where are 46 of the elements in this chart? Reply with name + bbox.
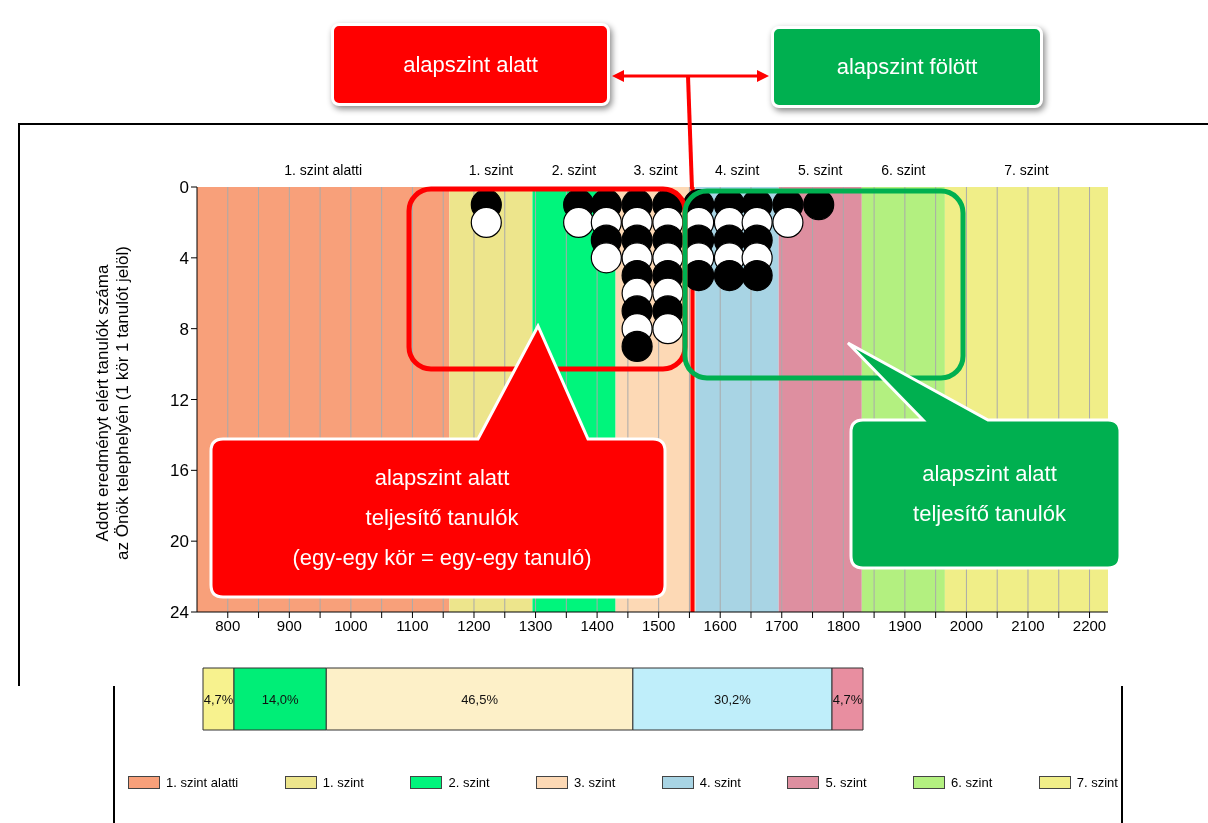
data-label: 4,7% bbox=[203, 691, 234, 707]
y-tick-label: 8 bbox=[179, 319, 189, 339]
legend-label: 2. szint bbox=[448, 775, 490, 790]
annotation: alapszint alatt teljesítő tanulók (egy-egy kör = egy-egy tanuló) bbox=[291, 464, 593, 572]
x-tick-label: 900 bbox=[276, 616, 302, 634]
data-label: 4,7% bbox=[832, 691, 863, 707]
x-tick-label: 1400 bbox=[580, 616, 614, 634]
y-tick-label: 12 bbox=[170, 390, 189, 410]
x-tick-label: 1000 bbox=[334, 616, 368, 634]
y-tick-label: 4 bbox=[179, 248, 189, 268]
x-tick-label: 1800 bbox=[826, 616, 861, 634]
x-tick-label: 1900 bbox=[888, 616, 922, 634]
y-tick-label: 0 bbox=[179, 178, 189, 198]
legend-label: 6. szint bbox=[951, 775, 993, 790]
annotation: alapszint alatt teljesítő tanulók bbox=[912, 460, 1067, 528]
legend-label: 3. szint bbox=[574, 775, 616, 790]
text: 5. szint bbox=[798, 162, 843, 178]
x-tick-label: 2000 bbox=[949, 616, 984, 634]
legend-label: 7. szint bbox=[1076, 775, 1118, 790]
legend-label: 4. szint bbox=[699, 775, 741, 790]
text: 7. szint bbox=[1004, 162, 1049, 178]
x-tick-label: 2200 bbox=[1072, 616, 1107, 634]
text: 1. szint bbox=[468, 162, 514, 178]
y-tick-label: 20 bbox=[170, 532, 189, 552]
x-tick-label: 1500 bbox=[641, 616, 676, 634]
x-tick-label: 2100 bbox=[1011, 616, 1045, 634]
legend-label: 5. szint bbox=[825, 775, 867, 790]
x-tick-label: 1700 bbox=[765, 616, 799, 634]
text: 1. szint alatti bbox=[284, 162, 363, 178]
text: 3. szint bbox=[633, 162, 678, 178]
y-tick-label: 16 bbox=[170, 461, 189, 481]
y-axis-title: Adott eredményt elért tanulók száma az Önök telephelyén (1 kör 1 tanulót jelöl) bbox=[93, 245, 133, 562]
text: 4. szint bbox=[714, 162, 760, 178]
legend-label: 1. szint bbox=[322, 775, 364, 790]
data-label: 46,5% bbox=[461, 691, 499, 707]
y-tick-label: 24 bbox=[170, 603, 189, 623]
legend-label: 1. szint alatti bbox=[166, 775, 239, 790]
x-tick-label: 1600 bbox=[703, 616, 737, 634]
x-tick-label: 1300 bbox=[518, 616, 553, 634]
x-tick-label: 800 bbox=[215, 616, 241, 634]
x-tick-label: 1100 bbox=[396, 616, 429, 634]
text: 2. szint bbox=[551, 162, 597, 178]
data-label: 14,0% bbox=[261, 691, 300, 707]
data-label: 30,2% bbox=[714, 691, 752, 707]
x-tick-label: 1200 bbox=[457, 616, 491, 634]
text: 6. szint bbox=[881, 162, 926, 178]
